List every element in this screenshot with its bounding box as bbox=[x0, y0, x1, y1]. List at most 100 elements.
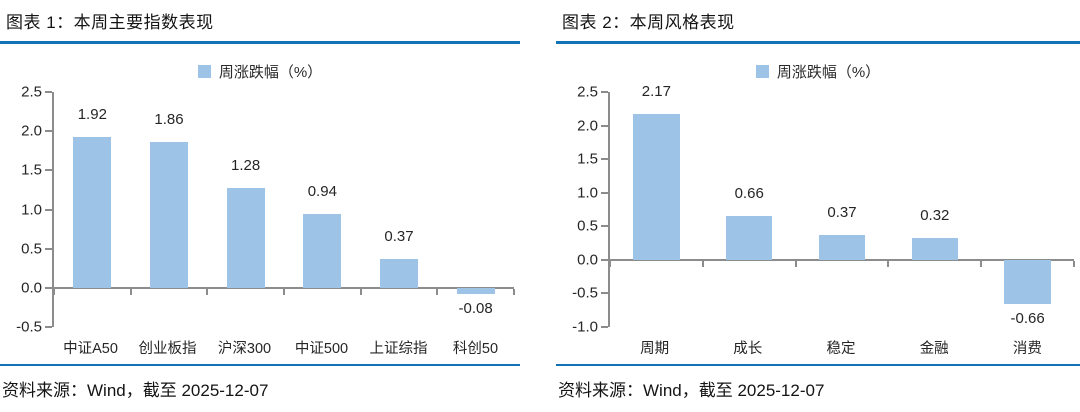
y-axis-tick-mark bbox=[601, 124, 608, 127]
y-axis-tick-label: 2.5 bbox=[21, 83, 42, 101]
y-axis-tick-mark bbox=[45, 208, 52, 211]
bar-消费 bbox=[1004, 259, 1051, 305]
x-axis-tick-mark bbox=[436, 288, 439, 295]
bar-中证500 bbox=[303, 214, 342, 288]
panel-title: 图表 1：本周主要指数表现 bbox=[6, 13, 214, 32]
y-axis-tick-mark bbox=[601, 258, 608, 261]
plot-area: 1.92 1.86 1.28 0.94 0.37 -0.08 bbox=[45, 91, 515, 328]
x-axis-tick-mark bbox=[283, 288, 285, 295]
x-axis-category-label: 沪深300 bbox=[217, 341, 272, 357]
y-axis-tick-label: -0.5 bbox=[572, 284, 598, 302]
x-axis-category-label: 稳定 bbox=[826, 341, 856, 357]
y-axis-tick-mark bbox=[601, 191, 608, 194]
bar-沪深300 bbox=[226, 187, 265, 288]
x-axis-tick-mark bbox=[980, 260, 983, 267]
y-axis: 2.5 2.0 1.5 1.0 0.5 0.0 -0.5 -1.0 bbox=[556, 84, 598, 336]
y-axis-tick-label: 2.0 bbox=[21, 122, 42, 140]
x-axis-tick-mark bbox=[206, 288, 209, 295]
source-note: 资料来源：Wind，截至 2025-12-07 bbox=[556, 364, 1080, 401]
y-axis-tick-label: 0.5 bbox=[577, 217, 598, 235]
y-axis-tick-label: 1.5 bbox=[577, 150, 598, 168]
bar-value-label: 1.92 bbox=[77, 106, 107, 124]
x-axis-tick-mark bbox=[359, 288, 362, 295]
y-axis-tick-mark bbox=[45, 169, 52, 172]
x-axis: 中证A50 创业板指 沪深300 中证500 上证综指 科创50 bbox=[52, 337, 514, 359]
bar-value-label: 1.28 bbox=[231, 156, 261, 174]
bar-value-label: -0.08 bbox=[458, 300, 493, 318]
y-axis-tick-mark bbox=[45, 286, 52, 289]
y-axis-tick-label: 1.0 bbox=[21, 201, 42, 218]
x-axis-line bbox=[610, 258, 1074, 261]
legend-color-swatch-icon bbox=[755, 65, 769, 78]
y-axis-tick-mark bbox=[601, 292, 608, 295]
x-axis-category-label: 金融 bbox=[919, 341, 949, 357]
y-axis-tick-mark bbox=[601, 225, 608, 228]
x-axis-category-label: 上证综指 bbox=[369, 341, 428, 357]
x-axis-category-label: 中证A50 bbox=[63, 341, 118, 357]
y-axis-tick-label: 0.5 bbox=[21, 240, 42, 258]
bar-chart-style-performance: 2.5 2.0 1.5 1.0 0.5 0.0 -0.5 -1.0 2.17 0.66 0.37 0… bbox=[556, 83, 1080, 360]
legend-label: 周涨跌幅（%） bbox=[218, 64, 323, 81]
title-divider bbox=[556, 41, 1080, 44]
y-axis-tick-mark bbox=[45, 91, 52, 93]
bar-value-label: 2.17 bbox=[641, 83, 671, 101]
y-axis-tick-mark bbox=[601, 326, 608, 328]
bar-value-label: -0.66 bbox=[1010, 310, 1045, 328]
legend: 周涨跌幅（%） bbox=[0, 61, 520, 82]
panel-title: 图表 2：本周风格表现 bbox=[562, 13, 735, 32]
bar-周期 bbox=[633, 114, 680, 260]
y-axis: 2.5 2.0 1.5 1.0 0.5 0.0 -0.5 bbox=[0, 84, 42, 336]
x-axis-category-label: 中证500 bbox=[294, 341, 349, 357]
x-axis-tick-mark bbox=[53, 288, 55, 295]
x-axis-category-label: 创业板指 bbox=[138, 341, 197, 357]
bar-科创50 bbox=[456, 287, 495, 295]
chart-panel-1: 图表 1：本周主要指数表现 周涨跌幅（%） 2.5 2.0 1.5 1.0 0.5 0.0… bbox=[0, 13, 520, 401]
y-axis-tick-label: 0.0 bbox=[21, 279, 42, 297]
y-axis-tick-label: 1.5 bbox=[21, 161, 42, 179]
x-axis-tick-mark bbox=[887, 260, 890, 267]
bar-金融 bbox=[911, 238, 958, 260]
y-axis-tick-mark bbox=[45, 326, 52, 328]
plot-area: 2.17 0.66 0.37 0.32 -0.66 bbox=[601, 83, 1075, 328]
y-axis-tick-label: 0.0 bbox=[577, 251, 598, 269]
y-axis-tick-label: -0.5 bbox=[16, 318, 42, 336]
x-axis-tick-mark bbox=[1073, 260, 1075, 267]
x-axis-tick-mark bbox=[701, 260, 704, 267]
legend: 周涨跌幅（%） bbox=[556, 61, 1080, 82]
legend-label: 周涨跌幅（%） bbox=[776, 64, 881, 81]
bar-value-label: 1.86 bbox=[154, 111, 184, 129]
y-axis-tick-mark bbox=[601, 158, 608, 161]
x-axis-tick-mark bbox=[609, 260, 611, 267]
y-axis-tick-label: 2.0 bbox=[577, 117, 598, 135]
x-axis: 周期 成长 稳定 金融 消费 bbox=[608, 337, 1074, 359]
y-axis-tick-mark bbox=[601, 91, 608, 93]
x-axis-category-label: 消费 bbox=[1012, 341, 1042, 357]
bar-成长 bbox=[726, 215, 773, 260]
legend-color-swatch-icon bbox=[197, 65, 211, 78]
bar-value-label: 0.37 bbox=[827, 204, 857, 221]
bar-chart-index-performance: 2.5 2.0 1.5 1.0 0.5 0.0 -0.5 1.92 1.86 1.28 0.94 0… bbox=[0, 84, 520, 360]
x-axis-tick-mark bbox=[794, 260, 797, 267]
x-axis-category-label: 科创50 bbox=[452, 341, 499, 357]
bar-value-label: 0.94 bbox=[307, 183, 337, 201]
x-axis-category-label: 成长 bbox=[733, 341, 763, 357]
x-axis-line bbox=[54, 286, 514, 289]
bar-value-label: 0.37 bbox=[384, 227, 414, 245]
bar-稳定 bbox=[818, 235, 866, 260]
bar-上证综指 bbox=[379, 258, 419, 288]
bar-中证A50 bbox=[73, 137, 112, 288]
x-axis-category-label: 周期 bbox=[640, 341, 670, 357]
chart-panel-2: 图表 2：本周风格表现 周涨跌幅（%） 2.5 2.0 1.5 1.0 0.5 0.0 -0… bbox=[540, 0, 1080, 412]
y-axis-tick-mark bbox=[45, 130, 52, 133]
y-axis-tick-mark bbox=[45, 247, 52, 250]
bar-value-label: 0.66 bbox=[734, 184, 764, 202]
x-axis-tick-mark bbox=[513, 288, 515, 295]
y-axis-tick-label: 1.0 bbox=[577, 184, 598, 202]
bar-value-label: 0.32 bbox=[920, 207, 950, 225]
y-axis-tick-label: -1.0 bbox=[572, 318, 598, 336]
source-note: 资料来源：Wind，截至 2025-12-07 bbox=[0, 364, 520, 401]
y-axis-tick-label: 2.5 bbox=[577, 83, 598, 101]
title-divider bbox=[0, 41, 520, 44]
bar-创业板指 bbox=[149, 142, 189, 288]
